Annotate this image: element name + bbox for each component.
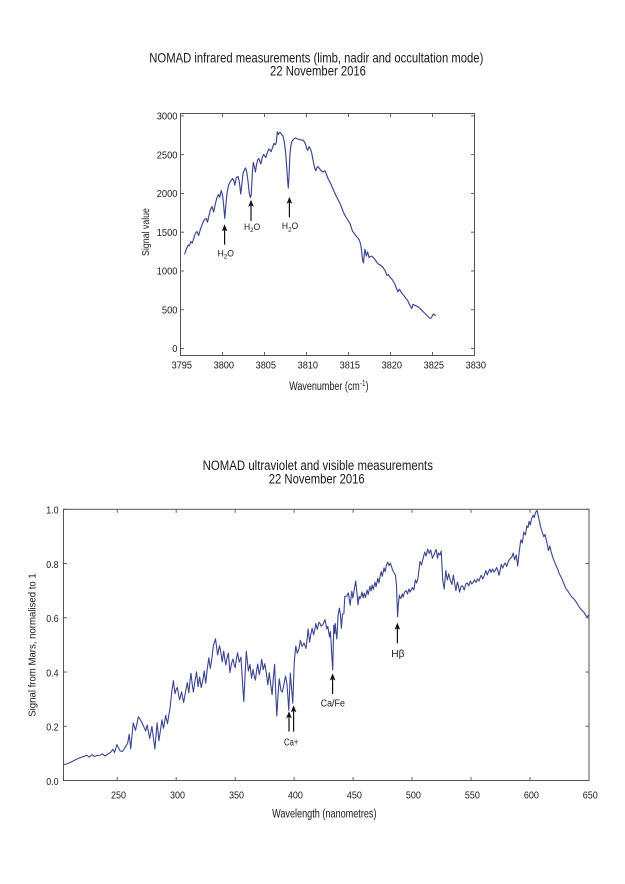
svg-text:0.2: 0.2: [46, 722, 58, 734]
svg-text:1.0: 1.0: [46, 505, 58, 517]
svg-text:O: O: [254, 222, 261, 232]
svg-text:1500: 1500: [157, 228, 178, 239]
svg-text:Signal value: Signal value: [139, 208, 151, 256]
svg-text:Hβ: Hβ: [391, 649, 404, 660]
svg-text:3810: 3810: [298, 360, 318, 371]
svg-text:600: 600: [524, 790, 539, 802]
svg-text:3805: 3805: [256, 360, 276, 371]
svg-text:3820: 3820: [382, 360, 402, 371]
svg-text:O: O: [227, 248, 234, 258]
svg-text:500: 500: [162, 305, 177, 316]
svg-text:22 November 2016: 22 November 2016: [269, 472, 365, 487]
svg-text:3800: 3800: [214, 360, 234, 371]
svg-text:Ca+: Ca+: [284, 737, 298, 748]
svg-text:3795: 3795: [172, 360, 192, 371]
svg-text:3830: 3830: [466, 360, 486, 371]
svg-text:250: 250: [111, 790, 126, 802]
svg-text:3000: 3000: [157, 111, 178, 122]
svg-text:O: O: [292, 221, 299, 231]
svg-text:550: 550: [465, 790, 480, 802]
svg-text:3825: 3825: [424, 360, 444, 371]
svg-text:): ): [365, 380, 368, 394]
svg-text:2000: 2000: [157, 189, 178, 200]
svg-text:2: 2: [224, 253, 228, 260]
svg-text:Ca/Fe: Ca/Fe: [321, 698, 345, 710]
svg-text:2: 2: [250, 227, 254, 234]
svg-text:2500: 2500: [157, 150, 178, 161]
svg-text:NOMAD ultraviolet and visible: NOMAD ultraviolet and visible measuremen…: [203, 458, 433, 473]
svg-text:1000: 1000: [157, 266, 178, 277]
svg-text:400: 400: [288, 790, 303, 802]
svg-text:500: 500: [406, 790, 421, 802]
svg-text:H: H: [244, 222, 250, 232]
svg-text:0.0: 0.0: [46, 776, 58, 788]
svg-text:H: H: [218, 248, 224, 258]
svg-text:Wavelength (nanometres): Wavelength (nanometres): [272, 807, 376, 821]
svg-text:650: 650: [583, 790, 598, 802]
svg-text:Signal from Mars, normalised t: Signal from Mars, normalised to 1: [27, 573, 38, 716]
svg-text:2: 2: [288, 226, 292, 233]
svg-text:0.4: 0.4: [46, 668, 58, 680]
svg-text:-1: -1: [360, 378, 366, 388]
svg-text:0.8: 0.8: [46, 559, 58, 571]
svg-text:Wavenumber (cm: Wavenumber (cm: [289, 380, 360, 394]
svg-text:450: 450: [347, 790, 362, 802]
svg-text:0: 0: [172, 344, 177, 355]
svg-text:3815: 3815: [340, 360, 360, 371]
svg-text:22 November 2016: 22 November 2016: [270, 63, 366, 78]
svg-text:350: 350: [229, 790, 244, 802]
svg-text:0.6: 0.6: [46, 614, 58, 626]
svg-text:300: 300: [170, 790, 185, 802]
svg-text:NOMAD infrared measurements (l: NOMAD infrared measurements (limb, nadir…: [149, 50, 483, 65]
svg-text:H: H: [282, 221, 288, 231]
